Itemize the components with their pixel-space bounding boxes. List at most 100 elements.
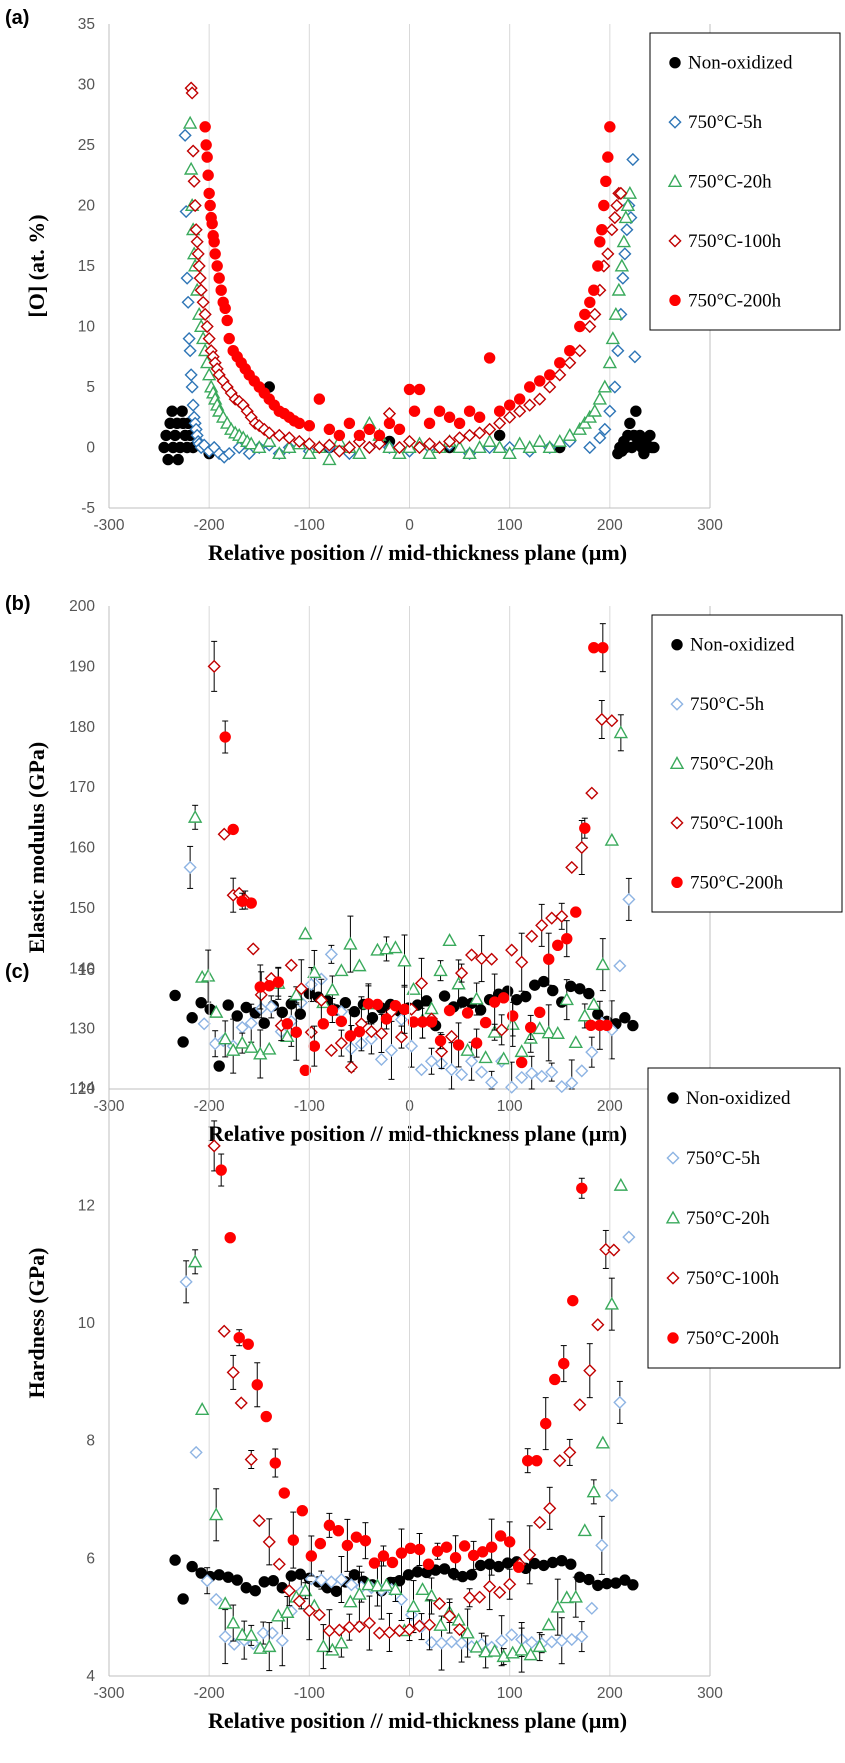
data-point (169, 429, 181, 442)
x-tick-label: -200 (194, 517, 225, 534)
legend-label: 750°C-20h (690, 754, 774, 775)
legend: Non-oxidized 750°C-5h 750°C-20h 750°C-100h 7… (649, 32, 841, 331)
data-point (470, 1037, 483, 1049)
data-point (614, 258, 630, 272)
data-point (583, 1364, 597, 1378)
data-point (443, 411, 456, 423)
data-point (183, 860, 197, 875)
data-point (226, 1042, 241, 1056)
data-point (352, 446, 367, 460)
data-point (553, 368, 567, 382)
data-point (265, 1626, 279, 1640)
data-point (402, 434, 417, 449)
data-point (386, 1556, 399, 1569)
legend-label: 750°C-20h (686, 1208, 770, 1229)
data-point (323, 1519, 336, 1532)
data-point (603, 404, 617, 418)
legend-label: 750°C-5h (690, 694, 765, 715)
series-750-c-200h (215, 1000, 613, 1581)
data-point (193, 271, 207, 285)
data-point (444, 1063, 459, 1077)
data-point (496, 1649, 511, 1663)
data-point (583, 987, 595, 1000)
y-tick-label: 6 (86, 1550, 95, 1567)
data-point (317, 1018, 330, 1030)
data-point (209, 1592, 223, 1607)
data-point (592, 260, 604, 272)
data-point (460, 1625, 475, 1639)
legend-label: 750°C-100h (686, 1268, 780, 1289)
x-axis-label: Relative position // mid-thickness plane… (208, 540, 627, 565)
data-point (344, 1578, 358, 1592)
data-point (607, 1243, 621, 1257)
series-750-c-100h (207, 640, 619, 1074)
data-point (402, 1622, 417, 1637)
data-point (278, 1487, 290, 1499)
data-point (465, 948, 479, 962)
data-point (194, 1402, 210, 1415)
data-point (608, 306, 624, 320)
data-point (166, 405, 178, 417)
data-point (282, 431, 296, 445)
data-point (533, 392, 547, 406)
data-point (451, 976, 466, 990)
data-point (307, 965, 322, 978)
data-point (382, 440, 397, 453)
legend-box (649, 32, 841, 331)
panel-letter: (a) (5, 7, 29, 29)
data-point (611, 282, 627, 296)
y-tick-label: 160 (69, 840, 95, 857)
data-point (585, 1601, 599, 1615)
data-point (552, 939, 564, 952)
data-point (393, 423, 406, 436)
data-point (404, 1039, 419, 1053)
data-point (525, 1066, 539, 1080)
data-point (304, 1572, 318, 1586)
legend-marker (666, 1271, 680, 1285)
data-point (362, 1616, 377, 1630)
data-point (364, 1025, 379, 1039)
y-axis-label: Elastic modulus (GPa) (24, 742, 49, 953)
y-tick-label: 12 (78, 1197, 95, 1214)
data-point (618, 247, 632, 261)
data-point (460, 1042, 475, 1056)
data-point (465, 1569, 478, 1581)
data-point (444, 1635, 459, 1649)
data-point (597, 379, 613, 393)
data-point (568, 1589, 583, 1603)
data-point (568, 1035, 583, 1049)
data-point (314, 1573, 328, 1587)
data-point (478, 1050, 493, 1064)
legend-box (651, 614, 843, 913)
data-point (180, 271, 194, 285)
data-point (595, 1538, 609, 1552)
data-point (244, 1452, 258, 1467)
data-point (262, 1639, 277, 1653)
data-point (554, 357, 566, 369)
data-point (235, 1627, 250, 1641)
data-point (535, 918, 549, 932)
y-axis-label: Hardness (GPa) (24, 1248, 49, 1399)
data-point (189, 223, 203, 237)
data-point (213, 272, 225, 284)
data-point (593, 431, 607, 445)
y-tick-label: 190 (69, 658, 95, 675)
data-point (598, 422, 612, 436)
legend-marker (665, 1210, 681, 1224)
data-point (305, 1550, 318, 1562)
data-point (541, 1617, 556, 1631)
data-point (334, 1572, 348, 1587)
data-point (187, 809, 203, 823)
data-point (395, 1547, 408, 1559)
data-point (181, 295, 195, 309)
data-point (465, 1054, 479, 1068)
data-point (577, 1523, 592, 1537)
data-point (587, 403, 602, 417)
data-point (585, 1045, 599, 1059)
data-point (506, 1010, 519, 1022)
data-point (189, 1445, 203, 1460)
data-point (461, 1007, 474, 1019)
legend-label: Non-oxidized (690, 635, 795, 656)
data-point (289, 987, 304, 1001)
data-point (579, 308, 591, 321)
